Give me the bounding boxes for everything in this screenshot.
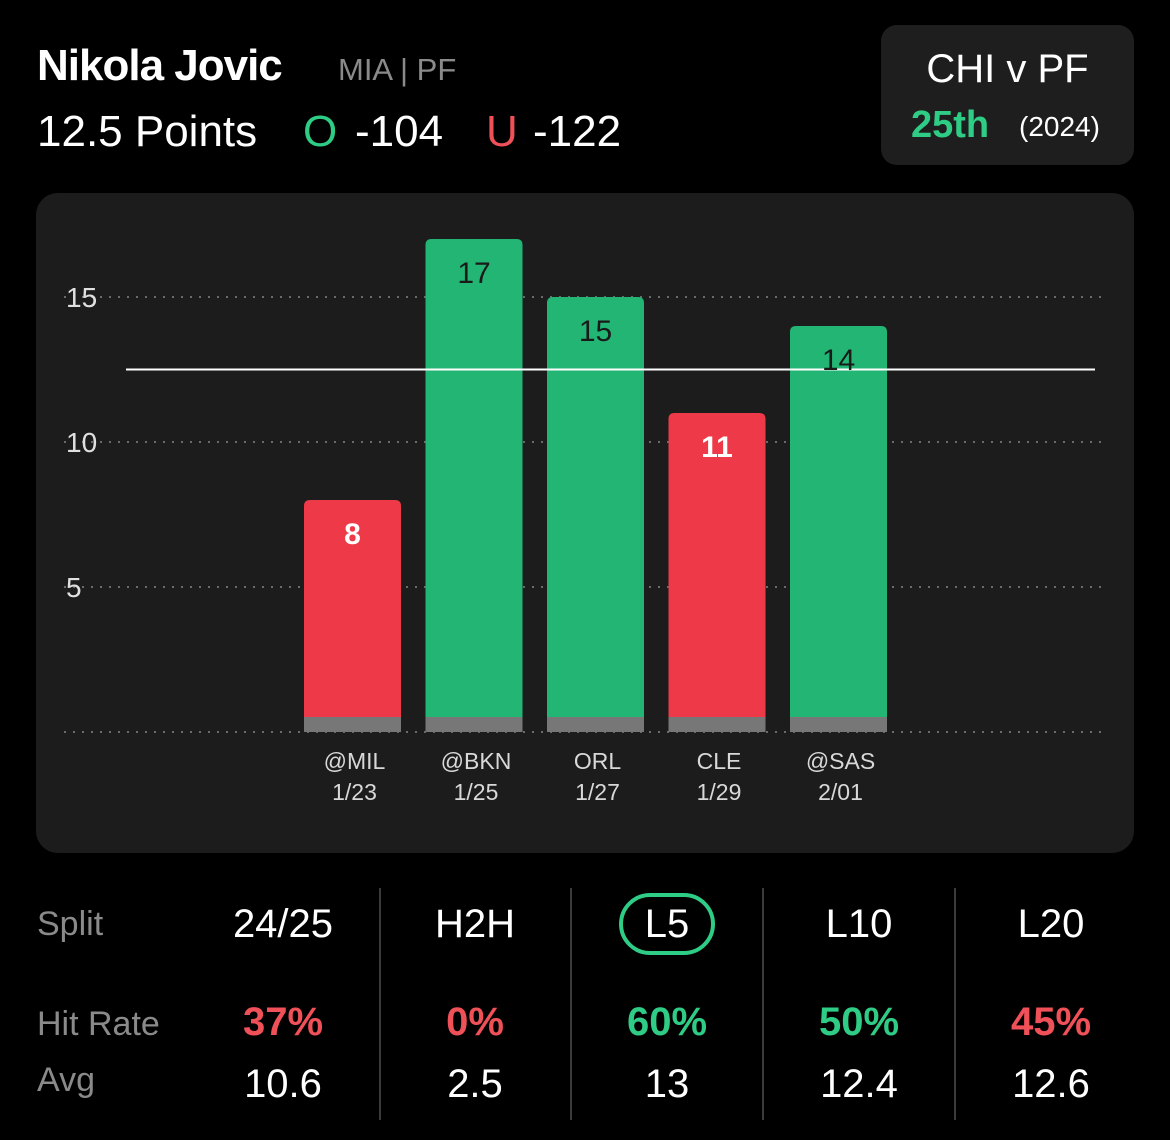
bar-value-label: 14 — [822, 344, 855, 377]
column-divider — [954, 888, 956, 1120]
hit-rate-value: 37% — [242, 1000, 324, 1044]
x-tick-label: @BKN — [441, 748, 512, 774]
avg-value: 10.6 — [244, 1062, 322, 1106]
prop-line: 12.5 Points — [37, 107, 258, 156]
bar-base — [425, 717, 523, 732]
bar-base — [547, 717, 644, 732]
split-tab-label: L10 — [825, 902, 893, 946]
split-tab-label: H2H — [434, 902, 516, 946]
split-tab-l10[interactable]: L10 — [764, 900, 954, 948]
bar[interactable] — [304, 500, 401, 732]
column-divider — [570, 888, 572, 1120]
bar[interactable] — [668, 413, 766, 732]
player-name: Nikola Jovic — [37, 41, 283, 90]
matchup-rank: 25th — [911, 104, 990, 146]
split-tab-l20[interactable]: L20 — [956, 900, 1146, 948]
under-icon: U — [486, 107, 518, 156]
avg-value: 2.5 — [447, 1062, 503, 1106]
over-icon: O — [303, 107, 338, 156]
y-tick-label: 10 — [66, 427, 97, 458]
under-price[interactable]: -122 — [533, 107, 622, 156]
x-tick-label: @MIL — [324, 748, 386, 774]
bar-base — [668, 717, 766, 732]
avg-value: 12.4 — [820, 1062, 898, 1106]
avg-value: 13 — [644, 1062, 690, 1106]
x-tick-label: CLE — [697, 748, 742, 774]
split-tab-l5[interactable]: L5 — [572, 893, 762, 955]
bar[interactable] — [547, 297, 644, 732]
bar-chart: 5 10 15 8 @MIL 1/23 17 @BKN 1/25 15 ORL 1/27 11 CLE 1… — [64, 239, 1102, 805]
bar[interactable] — [790, 326, 887, 732]
x-tick-label: 1/23 — [332, 779, 377, 805]
split-tab-label: L5 — [618, 893, 716, 955]
chart-card: 5 10 15 8 @MIL 1/23 17 @BKN 1/25 15 ORL 1/27 11 CLE 1… — [36, 193, 1134, 853]
bar-base — [790, 717, 887, 732]
bar-base — [304, 717, 401, 732]
avg-value: 12.6 — [1012, 1062, 1090, 1106]
bar-value-label: 15 — [579, 315, 612, 348]
matchup-title: CHI v PF — [926, 47, 1089, 91]
column-divider — [379, 888, 381, 1120]
over-price[interactable]: -104 — [355, 107, 444, 156]
hit-rate-value: 60% — [626, 1000, 708, 1044]
bar[interactable] — [425, 239, 523, 732]
matchup-season: (2024) — [1019, 111, 1100, 142]
bar-value-label: 8 — [344, 518, 361, 551]
split-label: Split — [37, 905, 104, 943]
hit-rate-value: 0% — [446, 1000, 504, 1044]
y-tick-label: 5 — [66, 572, 82, 603]
avg-label: Avg — [37, 1061, 95, 1099]
x-tick-label: @SAS — [806, 748, 875, 774]
hit-rate-value: 50% — [818, 1000, 900, 1044]
split-tab-label: L20 — [1017, 902, 1085, 946]
x-tick-label: 1/25 — [454, 779, 499, 805]
x-tick-label: ORL — [574, 748, 622, 774]
split-tab-label: 24/25 — [232, 902, 334, 946]
split-tab-h2h[interactable]: H2H — [380, 900, 570, 948]
bar-value-label: 17 — [457, 257, 490, 290]
bar-value-label: 11 — [701, 431, 733, 464]
hit-rate-value: 45% — [1010, 1000, 1092, 1044]
matchup-card[interactable]: CHI v PF 25th (2024) — [881, 25, 1134, 165]
x-tick-label: 1/29 — [697, 779, 742, 805]
y-tick-label: 15 — [66, 282, 97, 313]
hit-rate-label: Hit Rate — [37, 1005, 160, 1043]
player-team-position: MIA | PF — [338, 52, 457, 87]
column-divider — [762, 888, 764, 1120]
x-tick-label: 1/27 — [575, 779, 620, 805]
split-tab-2425[interactable]: 24/25 — [188, 900, 378, 948]
x-tick-label: 2/01 — [818, 779, 863, 805]
